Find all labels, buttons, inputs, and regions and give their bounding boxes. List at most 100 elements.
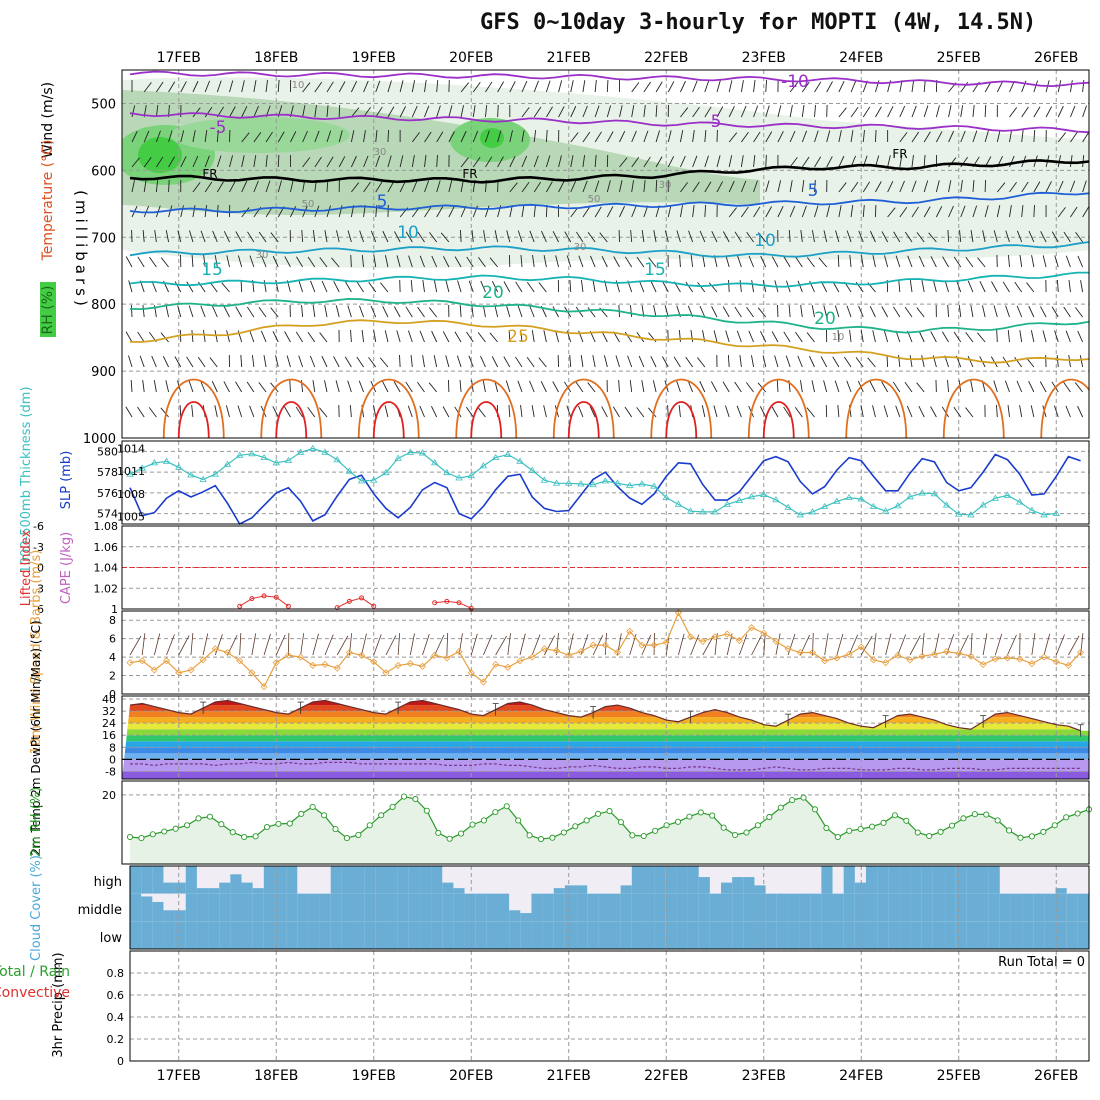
cloud-bg-0-41 <box>587 866 599 894</box>
cloud-bg-0-58 <box>776 866 789 894</box>
ylabel-temperature: 2m Temp 2m DewPt (6hr Min/Max) (°C) <box>29 620 43 855</box>
barb-292 <box>801 156 810 168</box>
barb-806 <box>319 332 328 343</box>
date-bottom-24FEB: 24FEB <box>839 1068 883 1084</box>
barb-646 <box>298 280 304 293</box>
cloud-cell-0-3 <box>163 882 175 894</box>
barb-558 <box>191 254 194 268</box>
barb-765 <box>788 305 791 318</box>
barb-576 <box>408 255 413 268</box>
wind-barb-60 <box>860 635 873 656</box>
cloud-cell-2-62 <box>821 921 833 949</box>
barb-770 <box>846 305 852 318</box>
barb-567 <box>296 256 304 268</box>
li-tick-1: -3 <box>33 541 44 554</box>
date-bottom-18FEB: 18FEB <box>254 1068 298 1084</box>
cloud-bg-0-53 <box>721 866 733 894</box>
barb-79 <box>131 105 136 118</box>
barb-1081 <box>783 406 791 418</box>
barb-593 <box>613 256 620 268</box>
cloud-cell-2-32 <box>486 921 499 949</box>
barb-370 <box>789 180 793 193</box>
slp-point-0 <box>126 470 134 477</box>
barb-1005 <box>823 380 828 393</box>
barb-1056 <box>477 407 486 418</box>
barb-886 <box>333 356 340 368</box>
barb-998 <box>734 381 742 393</box>
cloud-bg-0-79 <box>1010 866 1023 894</box>
barb-918 <box>727 354 730 368</box>
cloud-bg-0-57 <box>765 866 778 894</box>
barb-104 <box>436 105 441 118</box>
rh2m-point-79 <box>1028 833 1035 840</box>
wind-point-60 <box>857 643 865 651</box>
barb-1067 <box>612 406 620 418</box>
cloud-cell-2-1 <box>141 921 153 949</box>
cloud-cell-1-34 <box>509 910 521 922</box>
li-point-0-1 <box>249 596 255 602</box>
barb-46 <box>692 80 698 93</box>
cloud-cell-0-14 <box>286 866 298 894</box>
wind-point-57 <box>821 657 829 665</box>
barb-1071 <box>667 404 669 418</box>
barb-744 <box>529 305 535 318</box>
barb-167 <box>241 132 250 143</box>
barb-101 <box>399 106 406 118</box>
cloud-cell-2-44 <box>620 921 633 949</box>
cloud-cell-2-47 <box>654 921 666 949</box>
barb-278 <box>631 157 640 168</box>
barb-863 <box>1019 330 1023 343</box>
barb-988 <box>618 379 620 393</box>
temp-band-9 <box>122 711 1089 718</box>
barb-493 <box>359 230 364 243</box>
cloud-cell-2-7 <box>208 921 220 949</box>
cloud-cell-0-39 <box>564 885 577 894</box>
barb-255 <box>350 155 357 168</box>
barb-723 <box>270 307 279 318</box>
barb-902 <box>526 357 535 368</box>
barb-234 <box>1057 132 1066 143</box>
barb-185 <box>460 130 467 143</box>
date-bottom-19FEB: 19FEB <box>352 1068 396 1084</box>
cloud-row-middle: middle <box>78 903 122 918</box>
cloud-cell-0-22 <box>375 866 387 894</box>
barb-860 <box>977 332 986 343</box>
wind-point-40 <box>613 648 622 657</box>
cloud-bg-0-39 <box>564 866 577 894</box>
wind-barb-22 <box>397 633 401 656</box>
barb-803 <box>284 331 291 343</box>
barb-64 <box>911 80 915 93</box>
slp-point-51 <box>747 493 756 500</box>
barb-871 <box>151 355 157 368</box>
slp-point-43 <box>650 482 658 489</box>
barb-489 <box>312 230 316 243</box>
rh2m-point-74 <box>971 811 978 818</box>
barb-109 <box>497 104 499 118</box>
cell-warm-8 <box>942 378 1005 438</box>
date-bottom-22FEB: 22FEB <box>644 1068 688 1084</box>
barb-134 <box>801 105 805 118</box>
barb-47 <box>704 80 710 93</box>
wind-barb-17 <box>336 635 349 656</box>
cape-tick-4: 1.08 <box>94 520 119 533</box>
temp-tick-8: 8 <box>109 741 116 754</box>
barb-602 <box>725 255 730 268</box>
barb-314 <box>1069 155 1073 168</box>
li-point-1-1 <box>346 598 352 604</box>
barb-467 <box>1009 205 1012 218</box>
cloud-cell-2-65 <box>854 921 867 949</box>
wind-barb-8 <box>227 635 238 656</box>
barb-361 <box>680 182 689 193</box>
barb-897 <box>468 355 474 368</box>
barb-172 <box>302 130 308 143</box>
barb-349 <box>533 181 542 193</box>
barb-636 <box>174 281 182 293</box>
barb-919 <box>739 355 742 368</box>
cloud-cell-1-16 <box>308 893 320 922</box>
barb-537 <box>893 231 901 243</box>
barb-521 <box>699 230 706 243</box>
barb-913 <box>662 356 669 368</box>
barb-482 <box>223 231 230 243</box>
barb-660 <box>468 280 474 293</box>
barb-186 <box>472 130 479 143</box>
